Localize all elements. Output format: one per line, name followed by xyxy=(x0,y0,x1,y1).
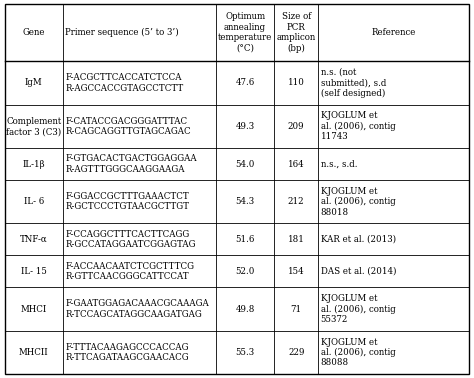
Text: F-ACCAACAATCTCGCTTTCG
R-GTTCAACGGGCATTCCAT: F-ACCAACAATCTCGCTTTCG R-GTTCAACGGGCATTCC… xyxy=(65,262,194,281)
Text: MHCI: MHCI xyxy=(21,305,47,314)
Text: F-GTGACACTGACTGGAGGAA
R-AGTTTGGGCAAGGAAGA: F-GTGACACTGACTGGAGGAA R-AGTTTGGGCAAGGAAG… xyxy=(65,154,197,174)
Text: n.s. (not
submitted), s.d
(self designed): n.s. (not submitted), s.d (self designed… xyxy=(320,68,386,98)
Text: 49.8: 49.8 xyxy=(236,305,255,314)
Text: F-TTTACAAGAGCCCACCAG
R-TTCAGATAAGCGAACACG: F-TTTACAAGAGCCCACCAG R-TTCAGATAAGCGAACAC… xyxy=(65,343,189,362)
Text: Complement
factor 3 (C3): Complement factor 3 (C3) xyxy=(6,117,62,136)
Text: IL- 6: IL- 6 xyxy=(24,197,44,206)
Text: MHCII: MHCII xyxy=(19,348,48,357)
Text: IgM: IgM xyxy=(25,79,43,87)
Text: KAR et al. (2013): KAR et al. (2013) xyxy=(320,235,396,244)
Text: Gene: Gene xyxy=(23,28,45,37)
Text: IL-1β: IL-1β xyxy=(22,160,45,169)
Text: 54.0: 54.0 xyxy=(236,160,255,169)
Text: 71: 71 xyxy=(291,305,302,314)
Text: 55.3: 55.3 xyxy=(236,348,255,357)
Text: Size of
PCR
amplicon
(bp): Size of PCR amplicon (bp) xyxy=(277,12,316,53)
Text: KJOGLUM et
al. (2006), contig
88018: KJOGLUM et al. (2006), contig 88018 xyxy=(320,187,395,217)
Text: F-GGACCGCTTTGAAACTCT
R-GCTCCCTGTAACGCTTGT: F-GGACCGCTTTGAAACTCT R-GCTCCCTGTAACGCTTG… xyxy=(65,192,189,211)
Text: TNF-α: TNF-α xyxy=(20,235,47,244)
Text: F-GAATGGAGACAAACGCAAAGA
R-TCCAGCATAGGCAAGATGAG: F-GAATGGAGACAAACGCAAAGA R-TCCAGCATAGGCAA… xyxy=(65,299,209,319)
Text: KJOGLUM et
al. (2006), contig
88088: KJOGLUM et al. (2006), contig 88088 xyxy=(320,338,395,367)
Text: 181: 181 xyxy=(288,235,305,244)
Text: KJOGLUM et
al. (2006), contig
55372: KJOGLUM et al. (2006), contig 55372 xyxy=(320,294,395,324)
Text: 47.6: 47.6 xyxy=(236,79,255,87)
Text: 164: 164 xyxy=(288,160,304,169)
Text: 51.6: 51.6 xyxy=(236,235,255,244)
Text: 209: 209 xyxy=(288,122,304,131)
Text: DAS et al. (2014): DAS et al. (2014) xyxy=(320,267,396,276)
Text: F-CCAGGCTTTCACTTCAGG
R-GCCATAGGAATCGGAGTAG: F-CCAGGCTTTCACTTCAGG R-GCCATAGGAATCGGAGT… xyxy=(65,230,196,249)
Text: Primer sequence (5’ to 3’): Primer sequence (5’ to 3’) xyxy=(65,28,179,37)
Text: Optimum
annealing
temperature
(°C): Optimum annealing temperature (°C) xyxy=(218,12,273,53)
Text: 212: 212 xyxy=(288,197,304,206)
Text: 154: 154 xyxy=(288,267,304,276)
Text: 110: 110 xyxy=(288,79,305,87)
Text: 54.3: 54.3 xyxy=(236,197,255,206)
Text: IL- 15: IL- 15 xyxy=(21,267,47,276)
Text: n.s., s.d.: n.s., s.d. xyxy=(320,160,357,169)
Text: KJOGLUM et
al. (2006), contig
11743: KJOGLUM et al. (2006), contig 11743 xyxy=(320,112,395,141)
Text: F-CATACCGACGGGATTTAC
R-CAGCAGGTTGTAGCAGAC: F-CATACCGACGGGATTTAC R-CAGCAGGTTGTAGCAGA… xyxy=(65,117,191,136)
Text: F-ACGCTTCACCATCTCCA
R-AGCCACCGTAGCCTCTT: F-ACGCTTCACCATCTCCA R-AGCCACCGTAGCCTCTT xyxy=(65,73,183,93)
Text: 49.3: 49.3 xyxy=(236,122,255,131)
Text: 52.0: 52.0 xyxy=(236,267,255,276)
Text: 229: 229 xyxy=(288,348,304,357)
Text: Reference: Reference xyxy=(372,28,416,37)
